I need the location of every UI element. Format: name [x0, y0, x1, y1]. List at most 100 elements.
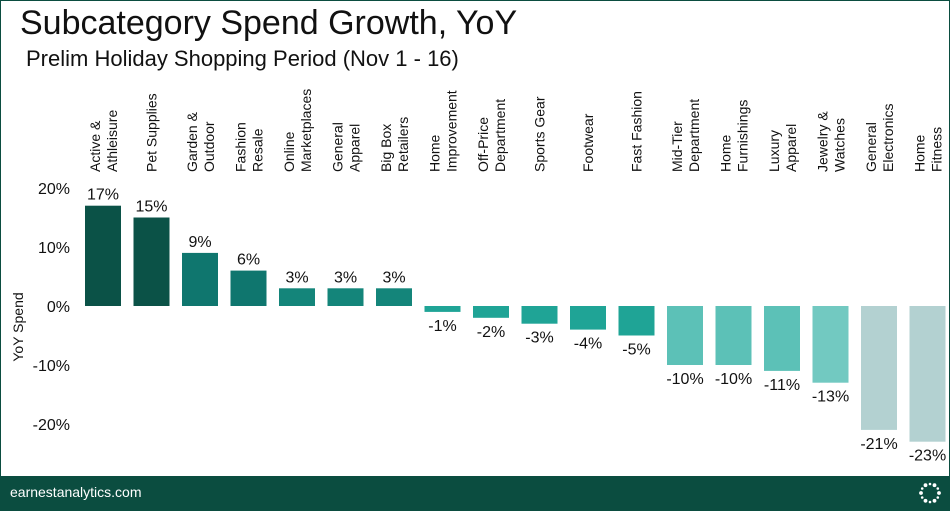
category-label-line: Apparel — [347, 124, 363, 172]
category-label-line: Electronics — [880, 104, 896, 172]
logo-dot — [928, 482, 932, 486]
category-label-line: Apparel — [783, 124, 799, 172]
data-label: 9% — [188, 234, 211, 251]
category-label: LuxuryApparel — [766, 124, 799, 172]
bar — [376, 288, 412, 306]
data-label: -10% — [666, 371, 703, 388]
chart-title: Subcategory Spend Growth, YoY — [20, 4, 518, 42]
bar — [618, 306, 655, 336]
category-label-line: Retailers — [395, 117, 411, 172]
bar — [715, 306, 752, 365]
category-label-line: General — [330, 122, 346, 172]
category-label-line: Watches — [832, 118, 848, 172]
bar — [521, 306, 558, 324]
category-label-line: Sports Gear — [532, 96, 548, 172]
logo-dot — [923, 483, 928, 488]
bar — [424, 306, 461, 312]
bar — [182, 252, 218, 306]
y-tick-label: 10% — [38, 240, 70, 257]
y-tick-label: -20% — [33, 417, 70, 434]
data-label: -11% — [764, 377, 800, 394]
category-label: GeneralApparel — [330, 122, 363, 172]
category-label-line: Home — [427, 134, 443, 172]
category-label: Active &Athleisure — [87, 110, 120, 172]
bar — [85, 205, 121, 306]
category-label: Mid-TierDepartment — [669, 99, 702, 172]
y-tick-label: -10% — [33, 358, 70, 375]
category-label-line: Athleisure — [104, 110, 120, 172]
bar — [473, 306, 509, 318]
category-label-line: Big Box — [378, 124, 394, 172]
data-label: -10% — [715, 371, 752, 388]
category-label-line: Jewelry & — [815, 111, 831, 172]
data-label: 3% — [334, 269, 357, 286]
category-label-line: Department — [686, 99, 702, 172]
data-label: -21% — [860, 436, 897, 453]
category-label: FashionResale — [233, 122, 266, 172]
data-label: -5% — [622, 342, 650, 359]
logo-dot — [928, 500, 932, 504]
category-label-line: Active & — [87, 120, 103, 172]
category-label: HomeFurnishings — [718, 100, 751, 172]
category-label-line: Resale — [250, 128, 266, 172]
chart-subtitle: Prelim Holiday Shopping Period (Nov 1 - … — [26, 46, 459, 71]
category-label: Big BoxRetailers — [378, 117, 411, 172]
category-label-line: Improvement — [444, 90, 460, 172]
category-label-line: Fast Fashion — [629, 91, 645, 172]
y-axis-label: YoY Spend — [10, 292, 26, 361]
logo-dot — [923, 498, 928, 503]
logo-dot — [932, 483, 937, 488]
logo-dot — [920, 487, 924, 490]
bar — [667, 306, 703, 365]
data-label: -2% — [477, 324, 505, 341]
category-label: Garden &Outdoor — [184, 111, 217, 172]
logo-dot — [936, 496, 940, 499]
bar — [570, 306, 606, 330]
footer-bar: earnestanalytics.com — [0, 476, 950, 511]
category-label-line: Furnishings — [735, 100, 751, 172]
category-label-line: Online — [281, 131, 297, 172]
category-label-line: Fashion — [233, 122, 249, 172]
bar — [279, 288, 315, 306]
category-label: HomeFitness — [912, 127, 945, 172]
data-label: 3% — [285, 269, 308, 286]
category-label-line: Home — [718, 134, 734, 172]
category-label-line: General — [863, 122, 879, 172]
category-label-line: Outdoor — [201, 121, 217, 172]
category-label: Sports Gear — [532, 96, 548, 172]
data-label: -4% — [574, 336, 602, 353]
data-label: 6% — [237, 252, 260, 269]
category-label: Footwear — [580, 113, 596, 172]
bar — [812, 306, 849, 383]
category-label: OnlineMarketplaces — [281, 89, 314, 172]
category-label-line: Footwear — [580, 113, 596, 172]
category-label: Jewelry &Watches — [815, 111, 848, 172]
data-label: -1% — [428, 318, 456, 335]
category-label-line: Marketplaces — [298, 89, 314, 172]
logo-dot — [932, 498, 937, 503]
footer-site-link[interactable]: earnestanalytics.com — [10, 484, 142, 500]
bar-chart: YoY Spend 20% 10% 0% -10% -20% 17% Active &Athl… — [10, 89, 946, 465]
category-label-line: Off-Price — [475, 117, 491, 172]
data-label: 17% — [87, 187, 119, 204]
logo-dot — [937, 491, 941, 495]
category-label: Pet Supplies — [144, 93, 160, 172]
category-label-line: Pet Supplies — [144, 93, 160, 172]
logo-dot — [920, 496, 924, 499]
category-label: GeneralElectronics — [863, 104, 896, 172]
dotted-circle-logo-icon — [919, 482, 941, 504]
data-label: -23% — [909, 448, 946, 465]
bar — [327, 288, 364, 306]
logo-dot — [919, 491, 923, 495]
bar — [861, 306, 897, 430]
data-label: 3% — [382, 269, 405, 286]
category-label-line: Home — [912, 134, 928, 172]
bar — [909, 306, 946, 442]
category-label-line: Garden & — [184, 111, 200, 172]
data-label: -13% — [812, 389, 849, 406]
category-label-line: Mid-Tier — [669, 121, 685, 172]
bar — [133, 217, 170, 306]
y-tick-label: 20% — [38, 181, 70, 198]
y-tick-label: 0% — [47, 299, 70, 316]
bar — [764, 306, 800, 371]
